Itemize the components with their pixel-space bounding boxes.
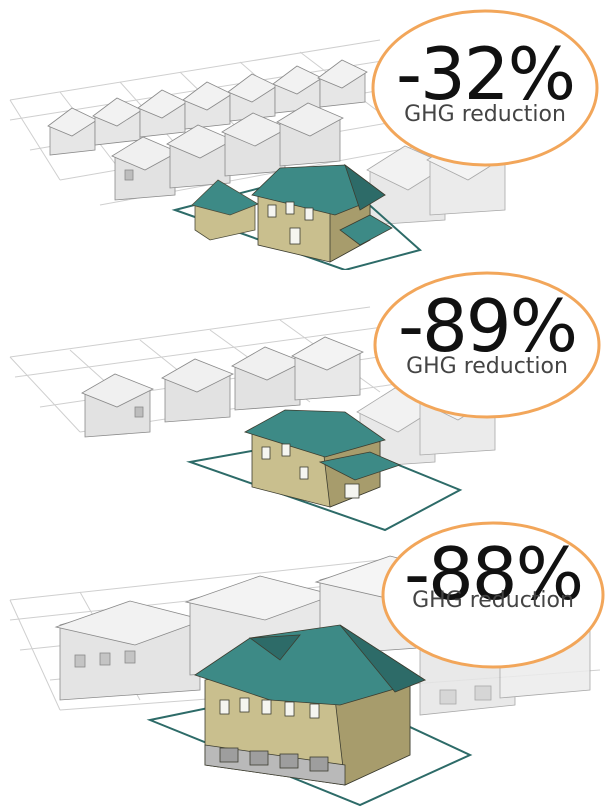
badge-ellipse <box>373 271 601 419</box>
reduction-label: GHG reduction <box>406 354 568 379</box>
target-house-1 <box>251 163 393 263</box>
ghg-badge-1: -32% GHG reduction <box>370 8 600 168</box>
neighbor-houses-middle <box>111 102 344 201</box>
scenario-panel-3: -88% GHG reduction <box>0 520 611 807</box>
badge-ellipse <box>381 521 605 669</box>
neighbor-houses-row <box>81 336 364 438</box>
neighborhood-illustration-1 <box>9 39 561 270</box>
neighbor-houses-back <box>47 59 368 156</box>
ghg-badge-3: -88% GHG reduction <box>380 520 606 670</box>
reduction-value: -89% <box>397 284 578 368</box>
badge-ellipse <box>371 9 599 167</box>
reduction-value: -32% <box>395 32 576 116</box>
ghg-badge-2: -89% GHG reduction <box>372 270 602 420</box>
reduction-label: GHG reduction <box>412 588 574 613</box>
scenario-panel-2: -89% GHG reduction <box>0 262 611 532</box>
target-garage <box>191 179 259 241</box>
reduction-value: -88% <box>403 532 584 616</box>
target-townhouse-3 <box>194 624 426 786</box>
scenario-panel-1: -32% GHG reduction <box>0 0 611 270</box>
target-house-2 <box>243 409 402 508</box>
reduction-label: GHG reduction <box>404 102 566 127</box>
